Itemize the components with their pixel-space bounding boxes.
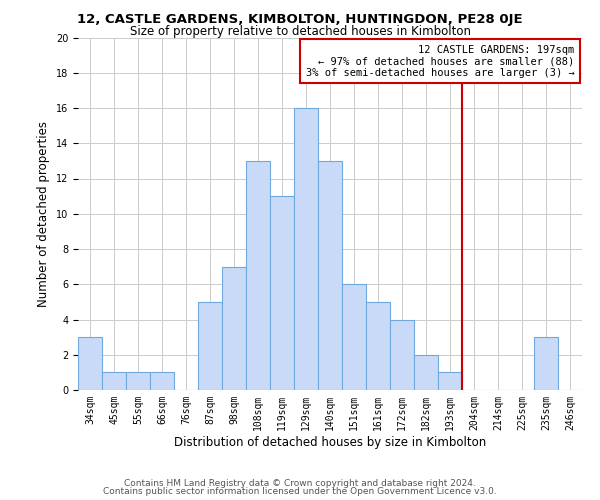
Bar	[318, 161, 342, 390]
X-axis label: Distribution of detached houses by size in Kimbolton: Distribution of detached houses by size …	[174, 436, 486, 448]
Bar	[150, 372, 174, 390]
Bar	[78, 337, 102, 390]
Text: Contains HM Land Registry data © Crown copyright and database right 2024.: Contains HM Land Registry data © Crown c…	[124, 478, 476, 488]
Text: Size of property relative to detached houses in Kimbolton: Size of property relative to detached ho…	[130, 25, 470, 38]
Bar	[390, 320, 414, 390]
Bar	[126, 372, 150, 390]
Bar	[222, 266, 246, 390]
Bar	[414, 355, 438, 390]
Bar	[246, 161, 270, 390]
Bar	[342, 284, 366, 390]
Bar	[438, 372, 462, 390]
Bar	[198, 302, 222, 390]
Bar	[534, 337, 558, 390]
Text: 12 CASTLE GARDENS: 197sqm
← 97% of detached houses are smaller (88)
3% of semi-d: 12 CASTLE GARDENS: 197sqm ← 97% of detac…	[305, 44, 574, 78]
Bar	[270, 196, 294, 390]
Bar	[102, 372, 126, 390]
Text: Contains public sector information licensed under the Open Government Licence v3: Contains public sector information licen…	[103, 487, 497, 496]
Text: 12, CASTLE GARDENS, KIMBOLTON, HUNTINGDON, PE28 0JE: 12, CASTLE GARDENS, KIMBOLTON, HUNTINGDO…	[77, 12, 523, 26]
Bar	[294, 108, 318, 390]
Bar	[366, 302, 390, 390]
Y-axis label: Number of detached properties: Number of detached properties	[37, 120, 50, 306]
